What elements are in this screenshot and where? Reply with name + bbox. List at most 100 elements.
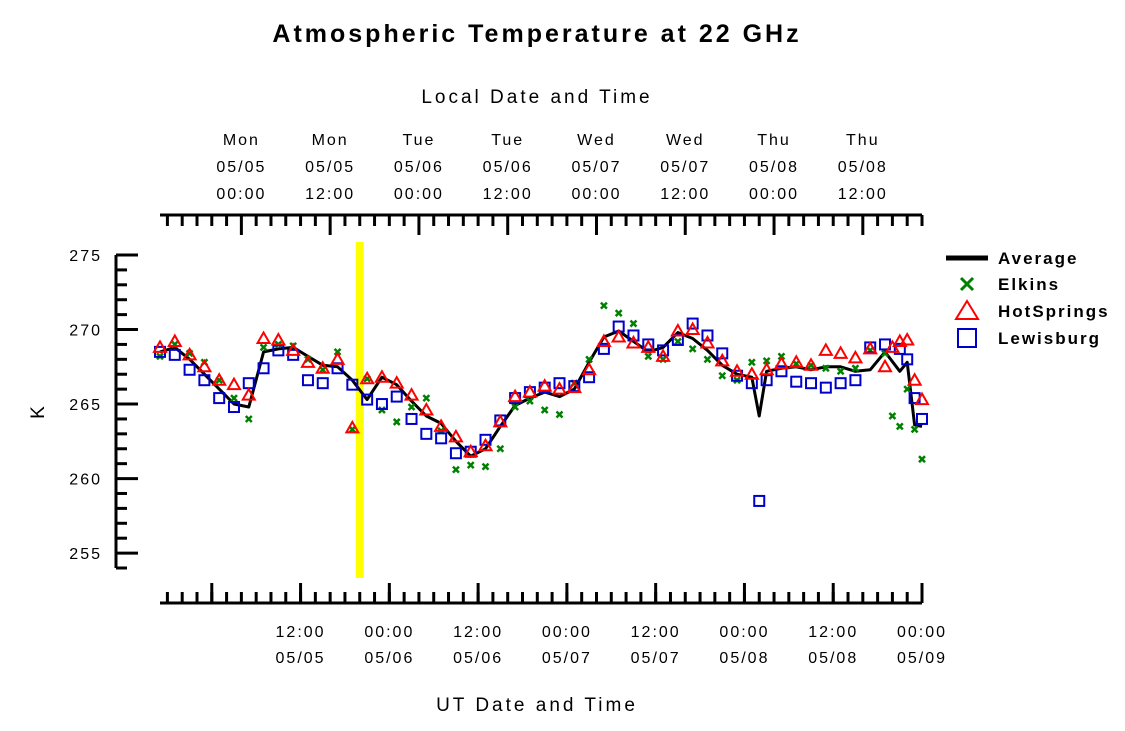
- data-point-hotsprings: [758, 361, 775, 376]
- data-point-lewisburg: [449, 447, 462, 460]
- data-point-lewisburg: [775, 365, 788, 378]
- bottom-tick-date: 05/09: [897, 650, 947, 667]
- data-point-hotsprings: [285, 342, 301, 356]
- data-point-hotsprings: [581, 361, 597, 376]
- data-point-hotsprings: [167, 333, 183, 347]
- top-axis-label: Local Date and Time: [421, 87, 652, 108]
- data-point-hotsprings: [359, 370, 375, 385]
- data-point-elkins: [407, 403, 416, 411]
- data-point-elkins: [688, 345, 697, 353]
- top-tick-date: 05/06: [394, 159, 444, 176]
- data-point-hotsprings: [403, 387, 420, 401]
- data-point-hotsprings: [226, 376, 242, 391]
- data-point-elkins: [422, 394, 431, 402]
- data-point-elkins: [673, 337, 682, 346]
- data-point-elkins: [718, 371, 727, 380]
- data-point-hotsprings: [832, 345, 849, 359]
- data-point-lewisburg: [316, 377, 329, 390]
- top-tick-day: Thu: [757, 132, 791, 149]
- data-point-lewisburg: [183, 363, 196, 376]
- top-tick-date: 05/08: [838, 159, 888, 176]
- y-tick-label: 255: [69, 546, 102, 563]
- data-point-elkins: [644, 352, 653, 361]
- data-point-lewisburg: [168, 348, 181, 361]
- data-point-elkins: [540, 406, 549, 414]
- data-point-elkins: [703, 355, 712, 364]
- data-point-hotsprings: [152, 339, 168, 353]
- data-point-hotsprings: [448, 428, 464, 443]
- bottom-tick-time: 00:00: [719, 624, 769, 641]
- top-tick-time: 00:00: [216, 186, 266, 203]
- data-point-hotsprings: [389, 375, 405, 389]
- data-point-hotsprings: [862, 340, 878, 355]
- data-point-hotsprings: [374, 369, 390, 383]
- data-point-elkins: [762, 356, 771, 365]
- data-point-lewisburg: [753, 494, 766, 507]
- data-point-hotsprings: [818, 342, 834, 356]
- data-point-hotsprings: [241, 387, 257, 401]
- data-point-hotsprings: [300, 354, 316, 368]
- bottom-tick-time: 12:00: [453, 624, 503, 641]
- bottom-tick-date: 05/08: [719, 650, 769, 667]
- top-tick-date: 05/05: [305, 159, 355, 176]
- top-tick-date: 05/07: [660, 159, 710, 176]
- data-point-hotsprings: [329, 351, 346, 365]
- data-point-lewisburg: [227, 401, 240, 414]
- top-tick-day: Mon: [312, 132, 349, 149]
- top-tick-date: 05/07: [571, 159, 621, 176]
- data-point-hotsprings: [181, 346, 198, 361]
- top-tick-day: Tue: [402, 132, 435, 149]
- top-tick-time: 00:00: [571, 186, 621, 203]
- data-point-elkins: [555, 410, 564, 419]
- bottom-tick-time: 12:00: [631, 624, 681, 641]
- data-point-elkins: [526, 397, 534, 405]
- data-point-elkins: [392, 418, 401, 426]
- data-point-lewisburg: [553, 377, 566, 390]
- data-point-lewisburg: [901, 353, 914, 366]
- data-point-hotsprings: [906, 372, 923, 386]
- data-point-lewisburg: [893, 342, 906, 355]
- legend-swatch-lewisburg: [957, 328, 977, 348]
- data-point-hotsprings: [255, 330, 272, 344]
- data-point-hotsprings: [566, 379, 583, 394]
- data-point-hotsprings: [270, 331, 287, 346]
- data-point-hotsprings: [610, 328, 627, 343]
- data-point-hotsprings: [670, 322, 686, 337]
- bottom-tick-time: 00:00: [364, 624, 414, 641]
- top-tick-time: 12:00: [838, 186, 888, 203]
- legend-swatch-elkins: [959, 276, 975, 292]
- top-tick-time: 12:00: [660, 186, 710, 203]
- top-tick-day: Thu: [846, 132, 880, 149]
- data-point-hotsprings: [211, 372, 227, 386]
- data-point-elkins: [888, 412, 897, 420]
- top-tick-date: 05/08: [749, 159, 799, 176]
- data-point-elkins: [851, 364, 860, 373]
- legend-swatch-hotsprings: [954, 299, 980, 320]
- bottom-tick-date: 05/06: [364, 650, 414, 667]
- highlight-bar: [355, 242, 364, 578]
- y-tick-label: 265: [69, 397, 102, 414]
- top-tick-day: Wed: [577, 132, 616, 149]
- legend-label-elkins: Elkins: [998, 275, 1060, 294]
- bottom-tick-date: 05/05: [276, 650, 326, 667]
- y-tick-label: 275: [69, 248, 102, 265]
- data-point-elkins: [747, 358, 756, 367]
- data-point-elkins: [585, 355, 593, 364]
- data-point-lewisburg: [257, 362, 270, 375]
- bottom-tick-date: 05/07: [542, 650, 592, 667]
- data-point-elkins: [918, 455, 926, 464]
- data-point-elkins: [452, 465, 460, 474]
- data-point-elkins: [599, 301, 608, 310]
- data-point-lewisburg: [420, 427, 433, 440]
- data-point-lewisburg: [301, 374, 314, 387]
- data-point-hotsprings: [596, 333, 612, 347]
- data-point-hotsprings: [536, 378, 553, 392]
- data-point-elkins: [511, 403, 519, 411]
- data-point-lewisburg: [479, 433, 492, 446]
- data-point-lewisburg: [242, 377, 255, 390]
- chart-title: Atmospheric Temperature at 22 GHz: [272, 20, 801, 48]
- top-tick-time: 12:00: [483, 186, 533, 203]
- data-point-hotsprings: [462, 443, 479, 458]
- data-point-lewisburg: [597, 342, 610, 355]
- y-tick-label: 270: [69, 323, 102, 340]
